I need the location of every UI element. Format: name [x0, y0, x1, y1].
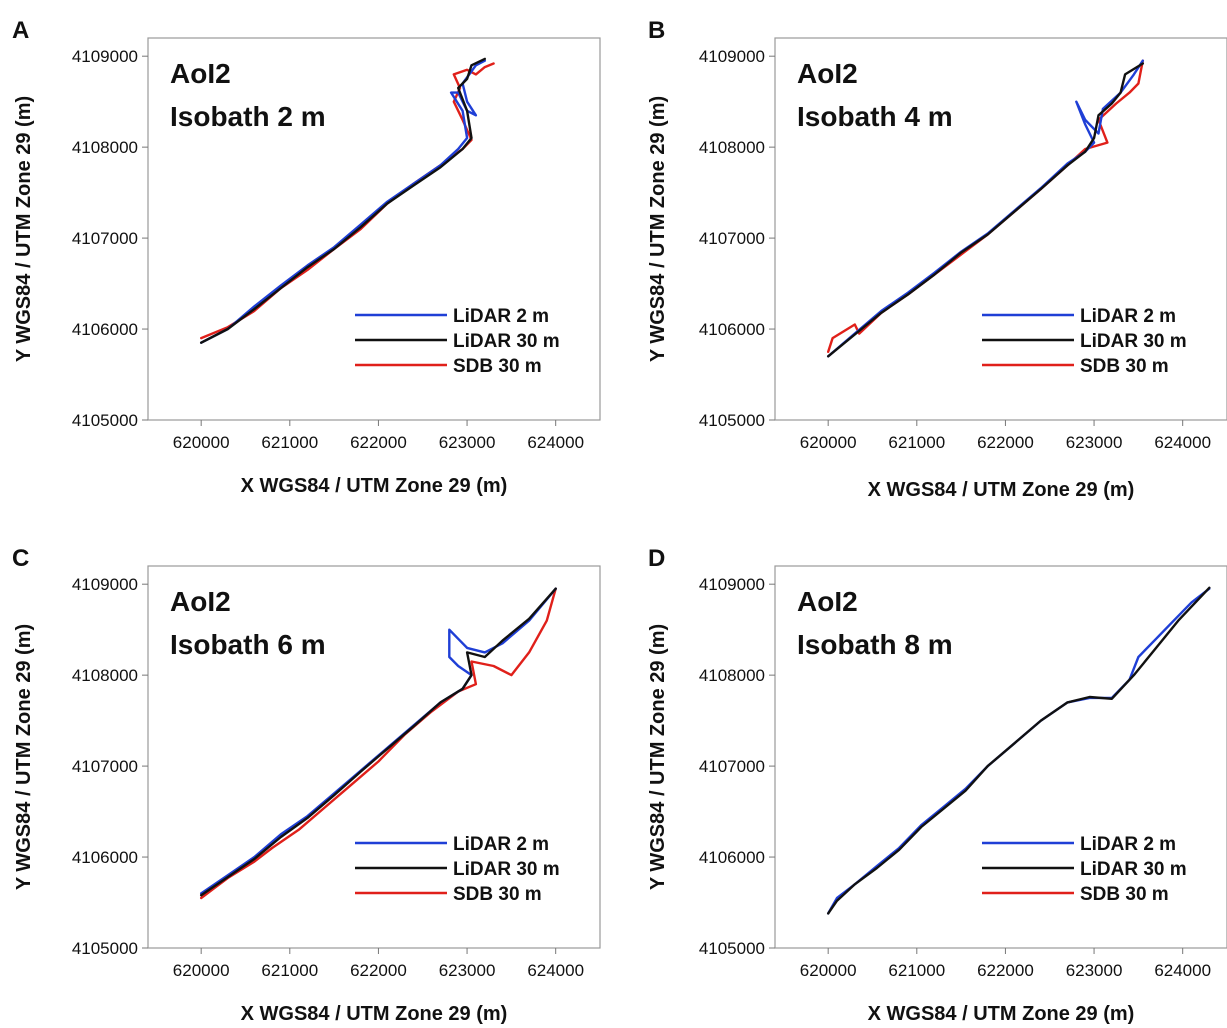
y-tick-label: 4105000: [72, 411, 138, 430]
plot-frame: [774, 37, 1227, 421]
panel-letter: B: [648, 17, 665, 44]
chart-panel-b: B 4105000 4106000 4107000 4108000 4109000 6200…: [647, 17, 1227, 501]
x-axis-label: X WGS84 / UTM Zone 29 (m): [868, 479, 1135, 501]
y-axis-label: Y WGS84 / UTM Zone 29 (m): [647, 96, 669, 362]
chart-title-line: Isobath 4 m: [797, 101, 953, 132]
chart-panel-c: C 4105000 4106000 4107000 4108000 4109000 6200…: [12, 545, 601, 1025]
y-tick-label: 4105000: [699, 939, 765, 958]
x-tick-label: 621000: [888, 961, 945, 980]
legend-label: SDB 30 m: [1080, 356, 1169, 377]
y-axis-label: Y WGS84 / UTM Zone 29 (m): [13, 624, 35, 890]
y-tick-label: 4108000: [699, 138, 765, 157]
x-tick-label: 620000: [173, 961, 230, 980]
y-tick-label: 4107000: [699, 229, 765, 248]
x-tick-label: 624000: [1154, 961, 1211, 980]
chart-title-line: AoI2: [797, 58, 858, 89]
x-tick-label: 622000: [977, 433, 1034, 452]
y-tick-label: 4106000: [699, 320, 765, 339]
chart-title-line: AoI2: [170, 586, 231, 617]
x-tick-label: 622000: [350, 433, 407, 452]
x-tick-label: 620000: [173, 433, 230, 452]
plot-frame: [147, 37, 601, 421]
x-tick-label: 624000: [527, 961, 584, 980]
x-tick-label: 622000: [977, 961, 1034, 980]
x-axis-label: X WGS84 / UTM Zone 29 (m): [241, 475, 508, 497]
y-tick-label: 4105000: [699, 411, 765, 430]
chart-title-line: Isobath 6 m: [170, 629, 326, 660]
x-tick-label: 623000: [1066, 961, 1123, 980]
x-tick-label: 624000: [1154, 433, 1211, 452]
x-tick-label: 623000: [1066, 433, 1123, 452]
x-tick-label: 624000: [527, 433, 584, 452]
x-axis-label: X WGS84 / UTM Zone 29 (m): [868, 1003, 1135, 1025]
y-tick-label: 4108000: [72, 138, 138, 157]
y-tick-label: 4108000: [72, 666, 138, 685]
chart-panel-d: D 4105000 4106000 4107000 4108000 4109000 6200…: [647, 545, 1227, 1025]
x-tick-label: 623000: [439, 433, 496, 452]
chart-title-line: Isobath 2 m: [170, 101, 326, 132]
y-tick-label: 4106000: [72, 320, 138, 339]
chart-title-line: Isobath 8 m: [797, 629, 953, 660]
x-tick-label: 623000: [439, 961, 496, 980]
y-tick-label: 4109000: [699, 47, 765, 66]
x-tick-label: 620000: [800, 961, 857, 980]
legend-label: SDB 30 m: [1080, 884, 1169, 905]
legend-label: LiDAR 2 m: [453, 834, 549, 855]
x-tick-label: 621000: [261, 433, 318, 452]
x-tick-label: 620000: [800, 433, 857, 452]
legend-label: SDB 30 m: [453, 356, 542, 377]
y-tick-label: 4106000: [72, 848, 138, 867]
y-tick-label: 4107000: [72, 757, 138, 776]
legend-label: LiDAR 2 m: [1080, 306, 1176, 327]
series-line-lidar-30-m: [827, 586, 1211, 915]
x-axis-label: X WGS84 / UTM Zone 29 (m): [241, 1003, 508, 1025]
legend-label: SDB 30 m: [453, 884, 542, 905]
legend-label: LiDAR 30 m: [453, 331, 560, 352]
legend-label: LiDAR 30 m: [453, 859, 560, 880]
series-line-lidar-30-m: [827, 62, 1144, 358]
y-tick-label: 4109000: [699, 575, 765, 594]
legend-label: LiDAR 2 m: [1080, 834, 1176, 855]
x-tick-label: 622000: [350, 961, 407, 980]
y-tick-label: 4105000: [72, 939, 138, 958]
chart-title-line: AoI2: [797, 586, 858, 617]
series-line-lidar-30-m: [200, 587, 557, 897]
y-tick-label: 4107000: [699, 757, 765, 776]
x-tick-label: 621000: [888, 433, 945, 452]
series-line-lidar-30-m: [200, 57, 486, 344]
y-axis-label: Y WGS84 / UTM Zone 29 (m): [13, 96, 35, 362]
y-tick-label: 4109000: [72, 47, 138, 66]
y-tick-label: 4107000: [72, 229, 138, 248]
y-tick-label: 4106000: [699, 848, 765, 867]
chart-panel-a: A 4105000 4106000 4107000 4108000 4109000 6200…: [12, 17, 601, 497]
panel-letter: A: [12, 17, 29, 44]
chart-title-line: AoI2: [170, 58, 231, 89]
legend-label: LiDAR 2 m: [453, 306, 549, 327]
y-tick-label: 4109000: [72, 575, 138, 594]
series-line-lidar-2-m: [200, 59, 486, 344]
panel-letter: D: [648, 545, 665, 572]
legend-label: LiDAR 30 m: [1080, 859, 1187, 880]
plot-frame: [147, 565, 601, 949]
legend-label: LiDAR 30 m: [1080, 331, 1187, 352]
y-axis-label: Y WGS84 / UTM Zone 29 (m): [647, 624, 669, 890]
plot-frame: [774, 565, 1227, 949]
panel-letter: C: [12, 545, 29, 572]
y-tick-label: 4108000: [699, 666, 765, 685]
x-tick-label: 621000: [261, 961, 318, 980]
